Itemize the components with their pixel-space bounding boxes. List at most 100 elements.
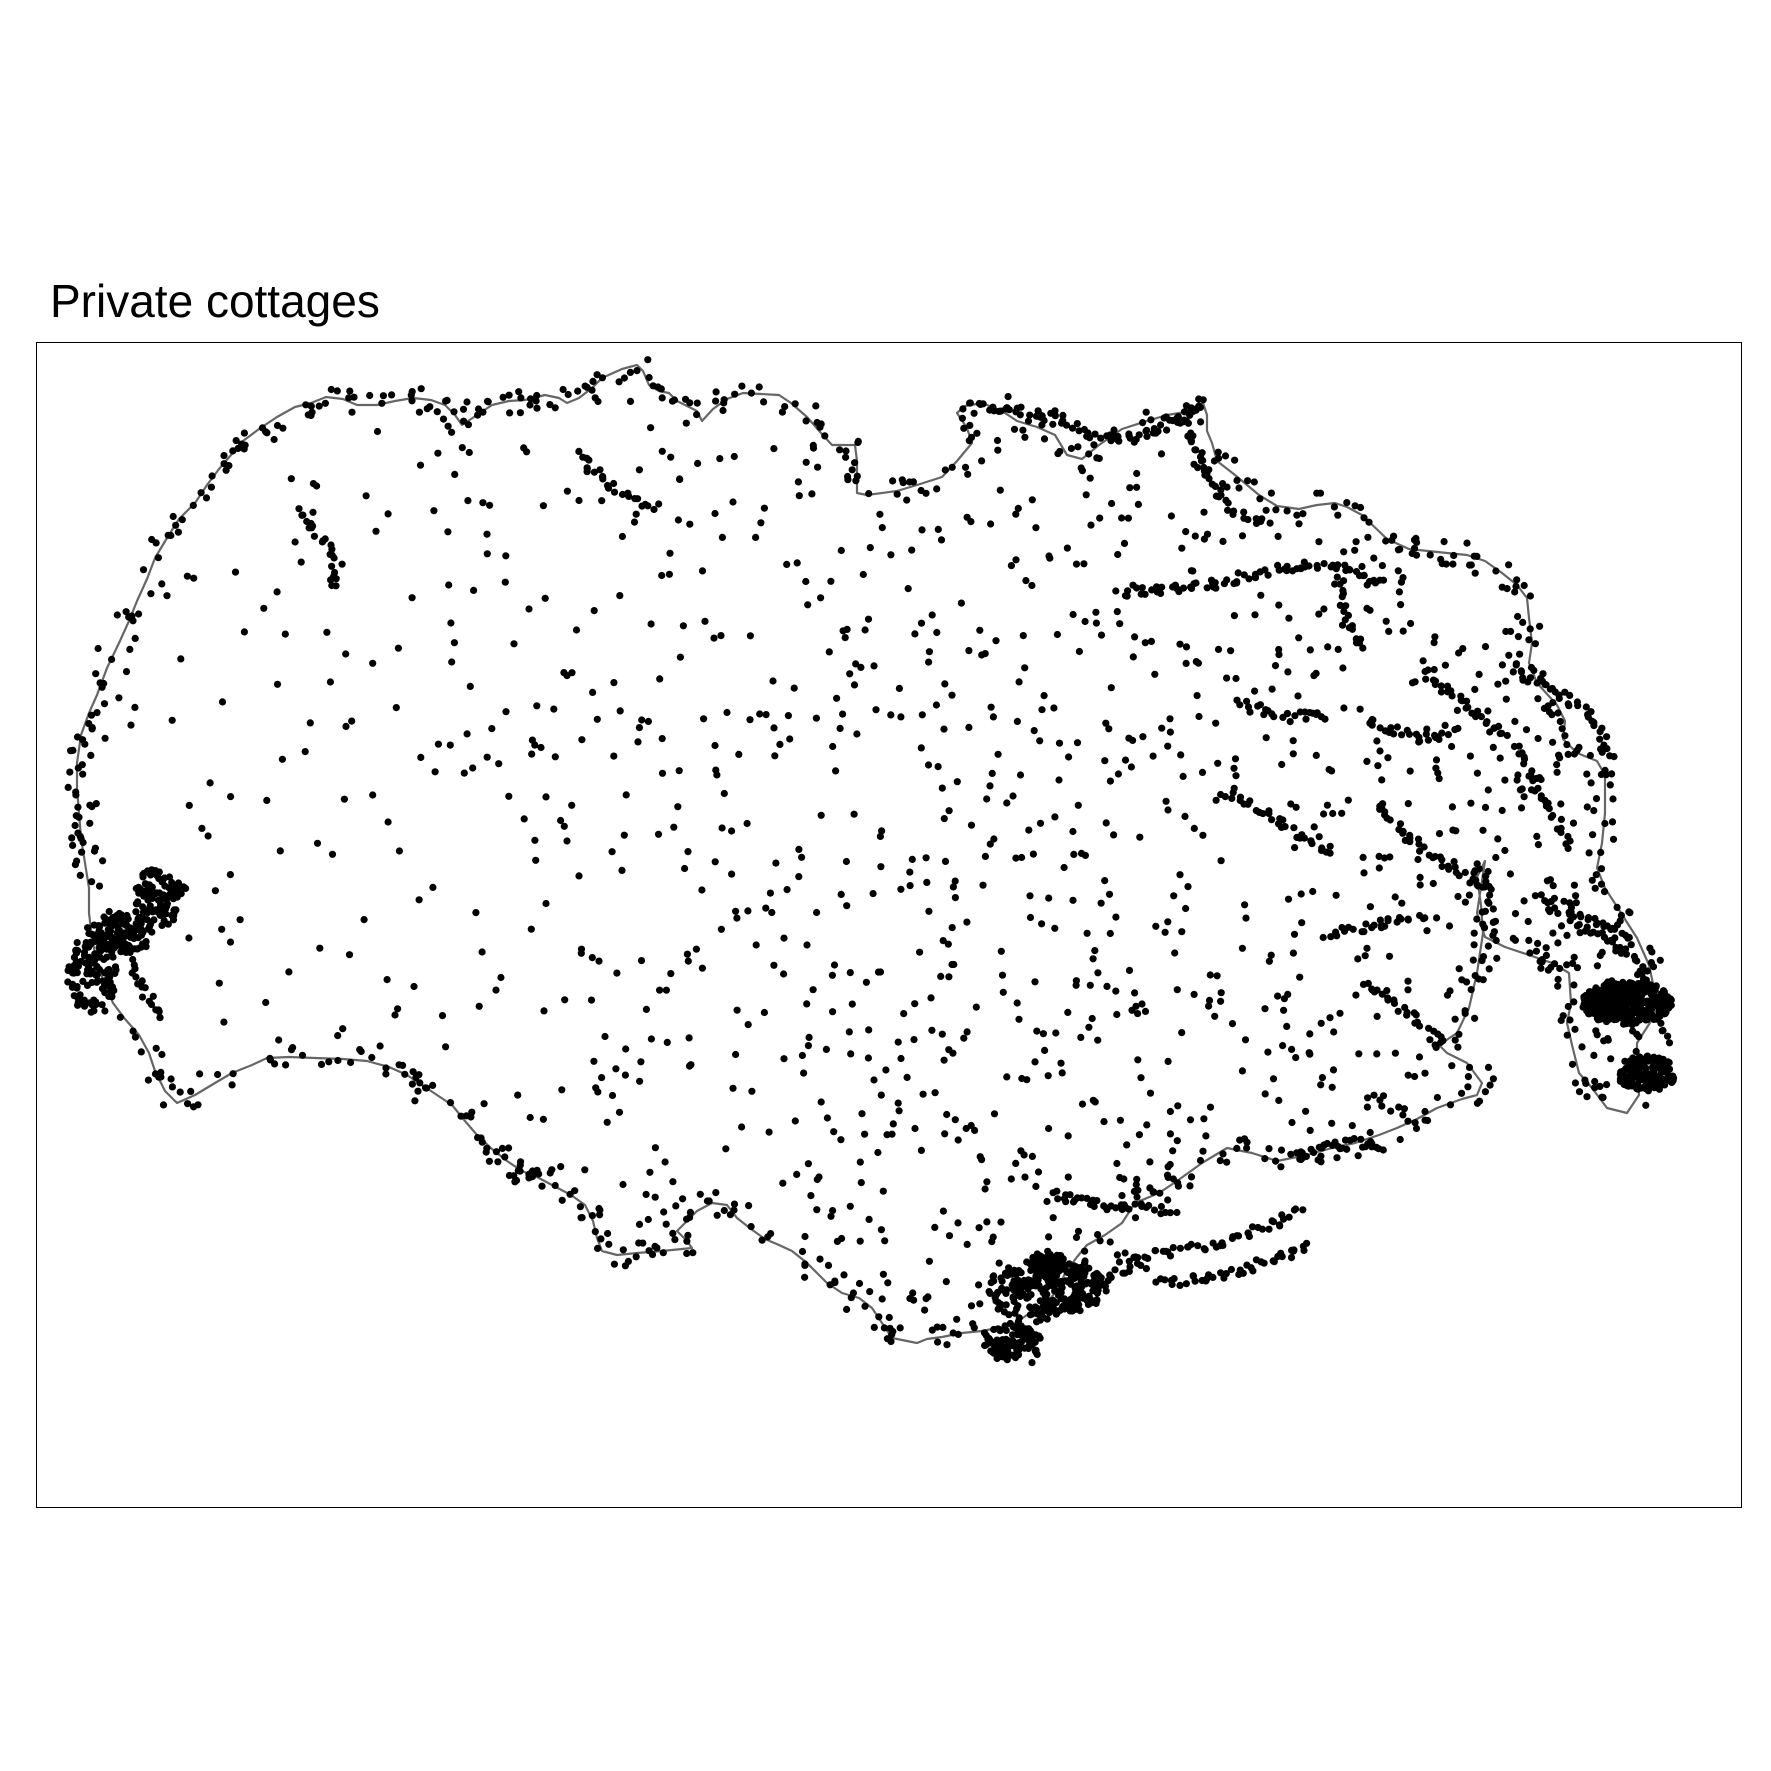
cottage-point bbox=[927, 994, 935, 1002]
cottage-point bbox=[635, 724, 644, 732]
cottage-point bbox=[1485, 899, 1493, 907]
cottage-point bbox=[655, 500, 663, 508]
cottage-point bbox=[938, 1030, 946, 1038]
cottage-point bbox=[1355, 639, 1364, 647]
cottage-point bbox=[177, 890, 185, 898]
cottage-point bbox=[1360, 571, 1368, 579]
cottage-point bbox=[1566, 691, 1574, 699]
cottage-point bbox=[1451, 1036, 1459, 1044]
cottage-point bbox=[972, 1003, 980, 1011]
cottage-point bbox=[135, 610, 143, 618]
cottage-point bbox=[1133, 483, 1141, 491]
cottage-point bbox=[76, 832, 84, 840]
cottage-point bbox=[1262, 734, 1270, 742]
cottage-point bbox=[674, 516, 683, 524]
cottage-point bbox=[1586, 751, 1594, 760]
cottage-point bbox=[1532, 947, 1540, 955]
cottage-point bbox=[1590, 807, 1598, 815]
cottage-point bbox=[626, 368, 635, 376]
cottage-point bbox=[1251, 573, 1259, 581]
cottage-point bbox=[1330, 1028, 1338, 1036]
cottage-point bbox=[1489, 905, 1497, 913]
cottage-point bbox=[1024, 1344, 1032, 1353]
cottage-point bbox=[989, 713, 998, 721]
cottage-point bbox=[1596, 1002, 1604, 1010]
cottage-point bbox=[327, 385, 335, 394]
cottage-point bbox=[1527, 786, 1536, 794]
cottage-point bbox=[963, 918, 971, 926]
cottage-point bbox=[394, 1005, 402, 1013]
cottage-point bbox=[218, 925, 226, 933]
cottage-point bbox=[466, 682, 474, 690]
cottage-point bbox=[1005, 406, 1013, 414]
cottage-point bbox=[517, 394, 525, 402]
cottage-point bbox=[793, 559, 801, 567]
cottage-point bbox=[1241, 901, 1249, 909]
cottage-point bbox=[865, 490, 873, 498]
cottage-point bbox=[1200, 535, 1208, 543]
cottage-point bbox=[1615, 987, 1623, 995]
cottage-point bbox=[808, 490, 816, 498]
cottage-point bbox=[1176, 640, 1184, 648]
cottage-point bbox=[1215, 493, 1223, 501]
cottage-point bbox=[768, 908, 776, 917]
cottage-point bbox=[963, 513, 971, 521]
cottage-point bbox=[73, 939, 81, 947]
cottage-point bbox=[104, 944, 112, 952]
cottage-point bbox=[798, 1247, 807, 1256]
cottage-point bbox=[514, 1167, 522, 1175]
cottage-point bbox=[1333, 573, 1341, 581]
cottage-point bbox=[658, 735, 666, 743]
cottage-point bbox=[1053, 1187, 1061, 1195]
cottage-point bbox=[903, 1073, 911, 1081]
cottage-point bbox=[88, 1001, 96, 1009]
cottage-point bbox=[948, 924, 956, 932]
cottage-point bbox=[780, 1055, 788, 1063]
cottage-point bbox=[445, 581, 453, 589]
cottage-point bbox=[711, 858, 719, 866]
cottage-point bbox=[1072, 1233, 1081, 1241]
cottage-point bbox=[865, 1215, 873, 1223]
cottage-point bbox=[1043, 1315, 1051, 1323]
cottage-point bbox=[401, 1070, 409, 1078]
cottage-point bbox=[1031, 1303, 1039, 1311]
cottage-point bbox=[575, 872, 583, 880]
cottage-point bbox=[1130, 438, 1138, 446]
cottage-point bbox=[608, 1091, 617, 1100]
cottage-point bbox=[917, 619, 926, 627]
cottage-point bbox=[1195, 712, 1203, 721]
cottage-point bbox=[444, 528, 452, 536]
cottage-point bbox=[612, 1065, 620, 1073]
cottage-point bbox=[1223, 674, 1231, 682]
cottage-point bbox=[1179, 772, 1187, 780]
cottage-point bbox=[1517, 804, 1526, 812]
cottage-point bbox=[1566, 1016, 1574, 1024]
cottage-point bbox=[1465, 891, 1473, 899]
cottage-point bbox=[598, 497, 606, 505]
cottage-point bbox=[376, 1042, 384, 1050]
cottage-point bbox=[69, 746, 77, 754]
cottage-point bbox=[1461, 1009, 1469, 1018]
cottage-point bbox=[719, 406, 727, 415]
cottage-point bbox=[1081, 1247, 1089, 1255]
cottage-point bbox=[1083, 929, 1091, 937]
cottage-point bbox=[720, 399, 728, 407]
cottage-point bbox=[1147, 637, 1155, 645]
cottage-point bbox=[634, 495, 642, 503]
cottage-point bbox=[637, 1058, 645, 1066]
cottage-point bbox=[1454, 892, 1462, 901]
cottage-point bbox=[1649, 1066, 1657, 1074]
cottage-point bbox=[1390, 730, 1398, 738]
cottage-point bbox=[1466, 752, 1474, 760]
cottage-point bbox=[68, 980, 77, 988]
cottage-point bbox=[1390, 999, 1399, 1008]
cottage-point bbox=[1317, 1081, 1325, 1089]
cottage-point bbox=[161, 905, 170, 913]
cottage-point bbox=[1012, 854, 1020, 862]
cottage-point bbox=[1295, 520, 1303, 528]
cottage-point bbox=[1413, 538, 1421, 546]
cottage-point bbox=[676, 653, 685, 661]
cottage-point bbox=[350, 393, 358, 401]
cottage-point bbox=[1526, 674, 1535, 682]
cottage-point bbox=[684, 1231, 692, 1239]
